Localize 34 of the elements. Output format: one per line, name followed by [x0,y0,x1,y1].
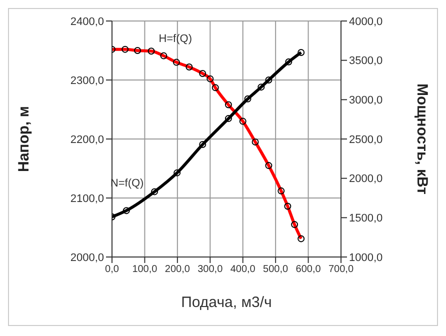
point [174,169,181,176]
y2-tick-label: 2500,0 [349,134,383,146]
point [285,58,292,66]
point [258,84,265,91]
point [199,141,206,148]
y-tick-label: 2000,0 [70,252,104,264]
x-tick-label: 0,0 [105,264,120,276]
point [244,95,252,102]
y2-tick-label: 2000,0 [349,173,383,186]
x-tick-label: 400,0 [230,264,256,276]
x-tick-label: 300,0 [198,264,224,276]
point [151,188,158,196]
point [122,207,130,214]
point [224,115,232,122]
point [298,48,305,56]
y-tick-label: 2400,0 [70,16,104,28]
y-axis-title: Напор, м [15,106,32,172]
x-tick-label: 500,0 [263,264,289,276]
x-tick-label: 600,0 [296,264,322,276]
y2-tick-label: 1500,0 [349,212,383,225]
x-tick-label: 700,0 [328,264,354,276]
x-tick-label: 100,0 [132,264,158,276]
y2-axis-title: Мощность, кВт [414,83,431,195]
series-label: H=f(Q) [158,32,192,45]
y2-tick-label: 4000,0 [349,16,383,28]
y2-tick-label: 1000,0 [349,252,383,264]
y-tick-label: 2300,0 [70,74,104,87]
point [265,76,272,84]
y2-tick-label: 3500,0 [349,55,383,68]
y-tick-label: 2200,0 [70,134,104,146]
x-axis-title: Подача, м3/ч [181,294,272,311]
x-tick-label: 200,0 [164,264,190,276]
y-tick-label: 2100,0 [70,192,104,205]
y2-tick-label: 3000,0 [349,94,383,107]
